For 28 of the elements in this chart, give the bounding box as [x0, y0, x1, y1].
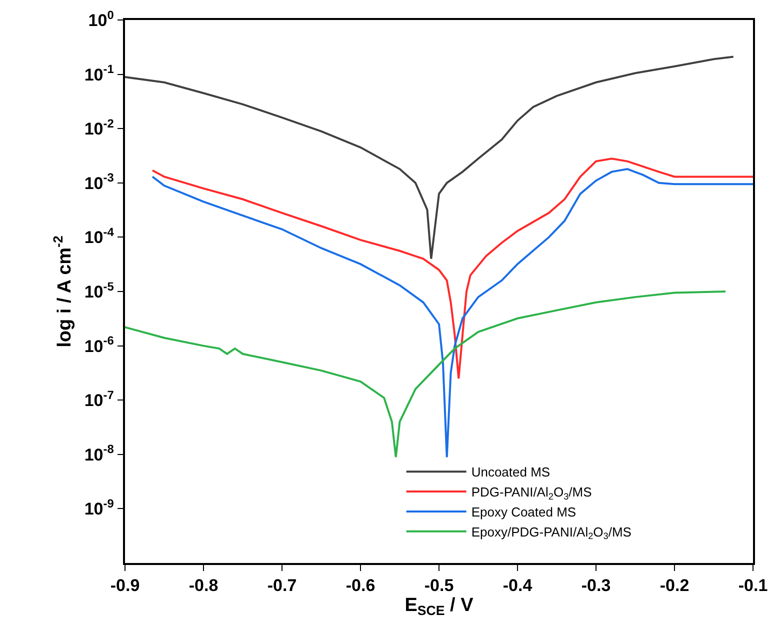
- x-tick-label: -0.5: [424, 576, 454, 596]
- legend-label: Epoxy Coated MS: [471, 504, 576, 520]
- x-tick-label: -0.4: [502, 576, 533, 596]
- legend-label: Epoxy/PDG-PANI/Al$_{2}$O$_{3}$/MS: [471, 524, 632, 542]
- y-tick-label: 10$^{-9}$: [84, 496, 114, 519]
- y-tick-label: 10$^{-8}$: [84, 442, 114, 464]
- x-tick-label: -0.3: [581, 576, 611, 596]
- line-series: [125, 290, 727, 458]
- x-tick-label: -0.8: [188, 576, 218, 596]
- y-tick-label: 10$^{-5}$: [84, 279, 114, 302]
- x-tick-label: -0.2: [660, 576, 690, 596]
- legend-label: Uncoated MS: [471, 464, 550, 480]
- line-series: [151, 158, 753, 380]
- x-tick-label: -0.7: [267, 576, 297, 596]
- x-tick-label: -0.6: [346, 576, 376, 596]
- y-tick-label: 10$^{-3}$: [84, 170, 114, 193]
- x-axis-title: E$_{SCE}$ / V: [404, 595, 474, 618]
- x-tick-label: -0.1: [738, 576, 768, 596]
- x-tick-label: -0.9: [110, 576, 140, 596]
- y-tick-label: 10$^{-7}$: [84, 388, 114, 410]
- y-tick-label: 10$^{-6}$: [84, 334, 114, 356]
- line-series: [125, 56, 734, 260]
- y-tick-label: 10$^{0}$: [88, 8, 114, 30]
- y-tick-label: 10$^{-1}$: [84, 62, 114, 84]
- y-tick-label: 10$^{-4}$: [84, 225, 114, 248]
- legend-label: PDG-PANI/Al$_{2}$O$_{3}$/MS: [471, 484, 592, 502]
- y-tick-label: 10$^{-2}$: [84, 116, 114, 139]
- line-series: [151, 168, 753, 458]
